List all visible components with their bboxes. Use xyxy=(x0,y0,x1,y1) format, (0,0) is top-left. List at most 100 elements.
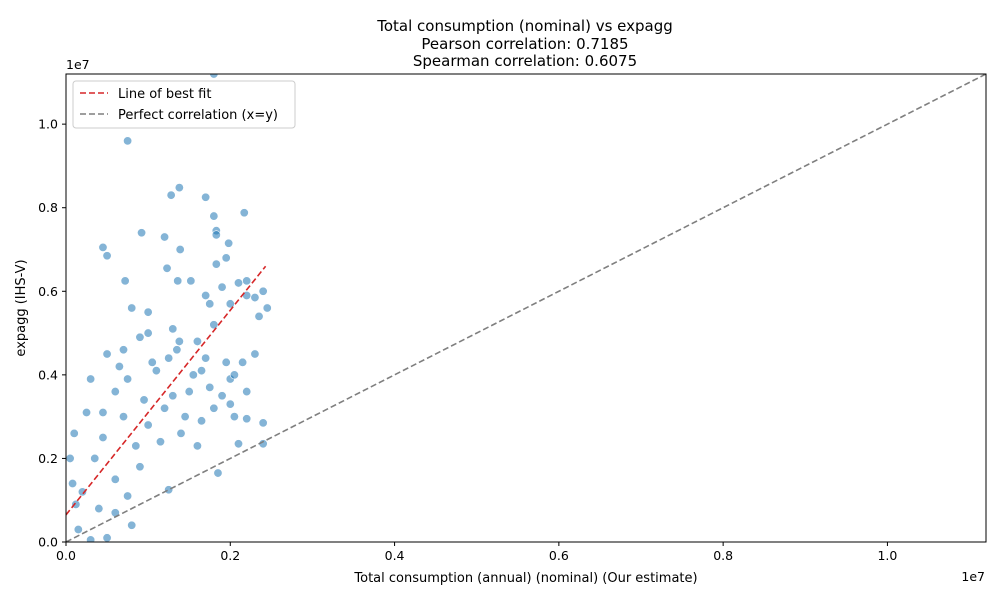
data-point xyxy=(197,416,207,426)
data-point xyxy=(229,412,239,422)
data-point xyxy=(262,303,272,313)
data-point xyxy=(114,361,124,371)
y-offset-label: 1e7 xyxy=(66,57,90,72)
data-point xyxy=(174,336,184,346)
data-point xyxy=(166,190,176,200)
chart-title-line-2: Pearson correlation: 0.7185 xyxy=(421,35,628,53)
data-point xyxy=(201,192,211,202)
data-point xyxy=(205,299,215,309)
data-point xyxy=(238,357,248,367)
legend-box xyxy=(72,80,296,129)
data-point xyxy=(71,499,81,509)
data-point xyxy=(68,478,78,488)
data-point xyxy=(102,349,112,359)
data-point xyxy=(102,533,112,542)
data-point xyxy=(135,462,145,472)
data-point xyxy=(173,276,183,286)
data-point xyxy=(131,441,141,451)
x-tick-label: 0.6 xyxy=(549,548,569,563)
data-point xyxy=(224,238,234,248)
data-point xyxy=(209,320,219,330)
data-point xyxy=(188,370,198,380)
legend-perfect-label: Perfect correlation (x=y) xyxy=(118,108,278,123)
y-tick-label: 0.8 xyxy=(38,200,58,215)
data-point xyxy=(175,245,185,255)
data-point xyxy=(258,286,268,296)
data-point xyxy=(217,282,227,292)
data-point xyxy=(143,307,153,317)
data-point xyxy=(135,332,145,342)
x-tick-label: 0.4 xyxy=(385,548,405,563)
data-point xyxy=(77,487,87,497)
data-point xyxy=(127,520,137,530)
data-point xyxy=(119,412,129,422)
y-tick-label: 0.0 xyxy=(38,535,58,550)
data-point xyxy=(73,524,83,534)
chart-title-line-1: Total consumption (nominal) vs expagg xyxy=(376,17,673,35)
data-point xyxy=(143,420,153,430)
data-point xyxy=(168,324,178,334)
data-point xyxy=(217,391,227,401)
y-axis-ticks: 0.0 0.2 0.4 0.6 0.8 1.0 xyxy=(38,117,66,550)
x-tick-label: 0.8 xyxy=(713,548,733,563)
data-point xyxy=(225,399,235,409)
data-point xyxy=(239,208,249,218)
data-point xyxy=(205,382,215,392)
data-point xyxy=(211,259,221,269)
data-point xyxy=(143,328,153,338)
data-point xyxy=(127,303,137,313)
data-point xyxy=(98,407,108,417)
data-point xyxy=(162,263,172,273)
data-point xyxy=(110,474,120,484)
data-point xyxy=(209,211,219,221)
data-point xyxy=(242,276,252,286)
data-point xyxy=(119,345,129,355)
data-point xyxy=(172,345,182,355)
data-point xyxy=(174,183,184,193)
data-point xyxy=(123,374,133,384)
legend-best-fit-label: Line of best fit xyxy=(118,87,211,102)
data-point xyxy=(102,251,112,261)
data-point xyxy=(120,276,130,286)
data-point xyxy=(66,453,75,463)
data-point xyxy=(209,403,219,413)
data-point xyxy=(137,228,147,238)
data-point xyxy=(151,366,161,376)
x-axis-label: Total consumption (annual) (nominal) (Ou… xyxy=(353,571,697,586)
scatter-points xyxy=(66,74,272,542)
data-point xyxy=(242,414,252,424)
data-point xyxy=(160,403,170,413)
data-point xyxy=(250,293,260,303)
data-point xyxy=(250,349,260,359)
y-tick-label: 0.4 xyxy=(38,367,58,382)
data-point xyxy=(147,357,157,367)
data-point xyxy=(69,428,79,438)
reference-lines xyxy=(66,74,986,542)
data-point xyxy=(98,433,108,443)
data-point xyxy=(176,428,186,438)
data-point xyxy=(213,468,223,478)
best-fit-line xyxy=(66,265,267,516)
data-point xyxy=(201,290,211,300)
x-tick-label: 0.2 xyxy=(220,548,240,563)
data-point xyxy=(90,453,100,463)
y-tick-label: 0.2 xyxy=(38,451,58,466)
data-point xyxy=(211,230,221,240)
data-point xyxy=(254,311,264,321)
data-point xyxy=(164,353,174,363)
y-tick-label: 1.0 xyxy=(38,117,58,132)
data-point xyxy=(123,491,133,501)
data-point xyxy=(221,357,231,367)
data-point xyxy=(160,232,170,242)
data-point xyxy=(110,387,120,397)
data-point xyxy=(234,278,244,288)
data-point xyxy=(192,336,202,346)
x-tick-label: 1.0 xyxy=(877,548,897,563)
chart-title-line-3: Spearman correlation: 0.6075 xyxy=(413,52,637,70)
data-point xyxy=(184,387,194,397)
data-point xyxy=(98,242,108,252)
x-offset-label: 1e7 xyxy=(961,569,985,584)
legend: Line of best fit Perfect correlation (x=… xyxy=(72,80,296,129)
